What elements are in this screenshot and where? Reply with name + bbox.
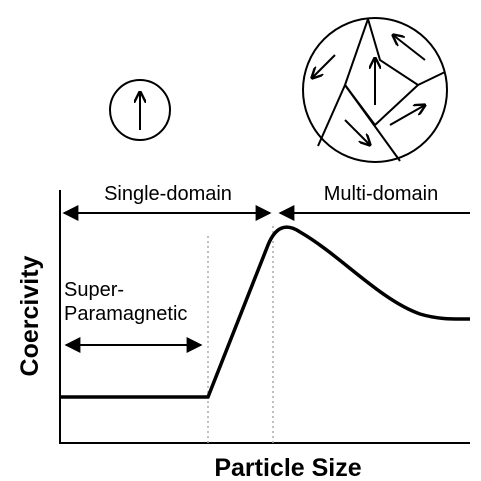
x-axis-label: Particle Size bbox=[214, 454, 361, 481]
multi-domain-label: Multi-domain bbox=[324, 183, 438, 205]
y-axis-label: Coercivity bbox=[16, 255, 44, 376]
diagram: Single-domain Multi-domain Super- Parama… bbox=[0, 0, 481, 481]
superparamagnetic-label: Paramagnetic bbox=[64, 303, 187, 325]
superparamagnetic-label: Super- bbox=[64, 279, 124, 301]
single-domain-particle bbox=[110, 80, 170, 140]
single-domain-label: Single-domain bbox=[104, 183, 232, 205]
multi-domain-particle bbox=[303, 18, 447, 162]
